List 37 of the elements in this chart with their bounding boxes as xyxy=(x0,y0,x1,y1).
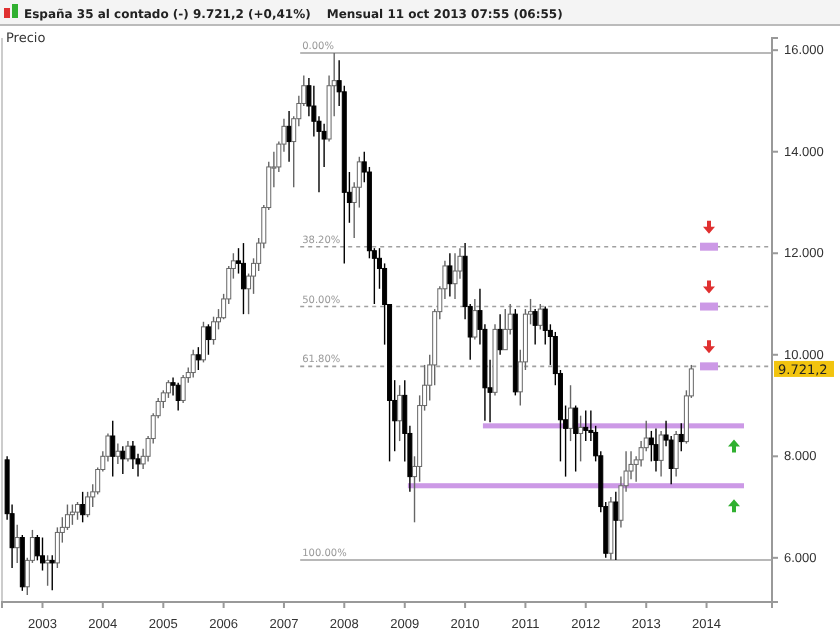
candlestick xyxy=(447,252,453,298)
candlestick xyxy=(472,298,478,341)
candlestick xyxy=(537,303,543,331)
candlestick xyxy=(658,430,664,478)
candlestick xyxy=(120,445,126,475)
candlestick xyxy=(14,524,20,564)
candlestick xyxy=(115,442,121,465)
candlestick xyxy=(583,409,589,442)
candlestick xyxy=(573,404,579,473)
candlestick xyxy=(205,323,211,356)
candlestick xyxy=(80,491,86,523)
candlestick xyxy=(125,440,131,463)
candlestick xyxy=(49,554,55,592)
candlestick xyxy=(568,384,574,442)
candlestick xyxy=(195,346,201,371)
candlestick xyxy=(613,491,619,561)
candlestick xyxy=(190,349,196,379)
candlestick xyxy=(578,414,584,463)
candlestick xyxy=(39,536,45,572)
candlestick xyxy=(69,503,75,526)
candlestick xyxy=(180,374,186,404)
candlestick xyxy=(678,422,684,452)
candlestick xyxy=(653,427,659,473)
candlestick xyxy=(85,491,91,518)
candlestick xyxy=(502,308,508,351)
candlestick xyxy=(45,554,51,587)
candlestick xyxy=(130,440,136,470)
candlestick xyxy=(497,313,503,356)
candlestick xyxy=(397,384,403,442)
candlestick xyxy=(211,316,217,346)
candlestick xyxy=(532,308,538,346)
candlestick xyxy=(200,321,206,364)
candlestick xyxy=(240,242,246,315)
candlestick xyxy=(110,420,116,478)
candlestick xyxy=(286,110,292,163)
candlestick xyxy=(673,430,679,478)
candlestick xyxy=(452,252,458,300)
